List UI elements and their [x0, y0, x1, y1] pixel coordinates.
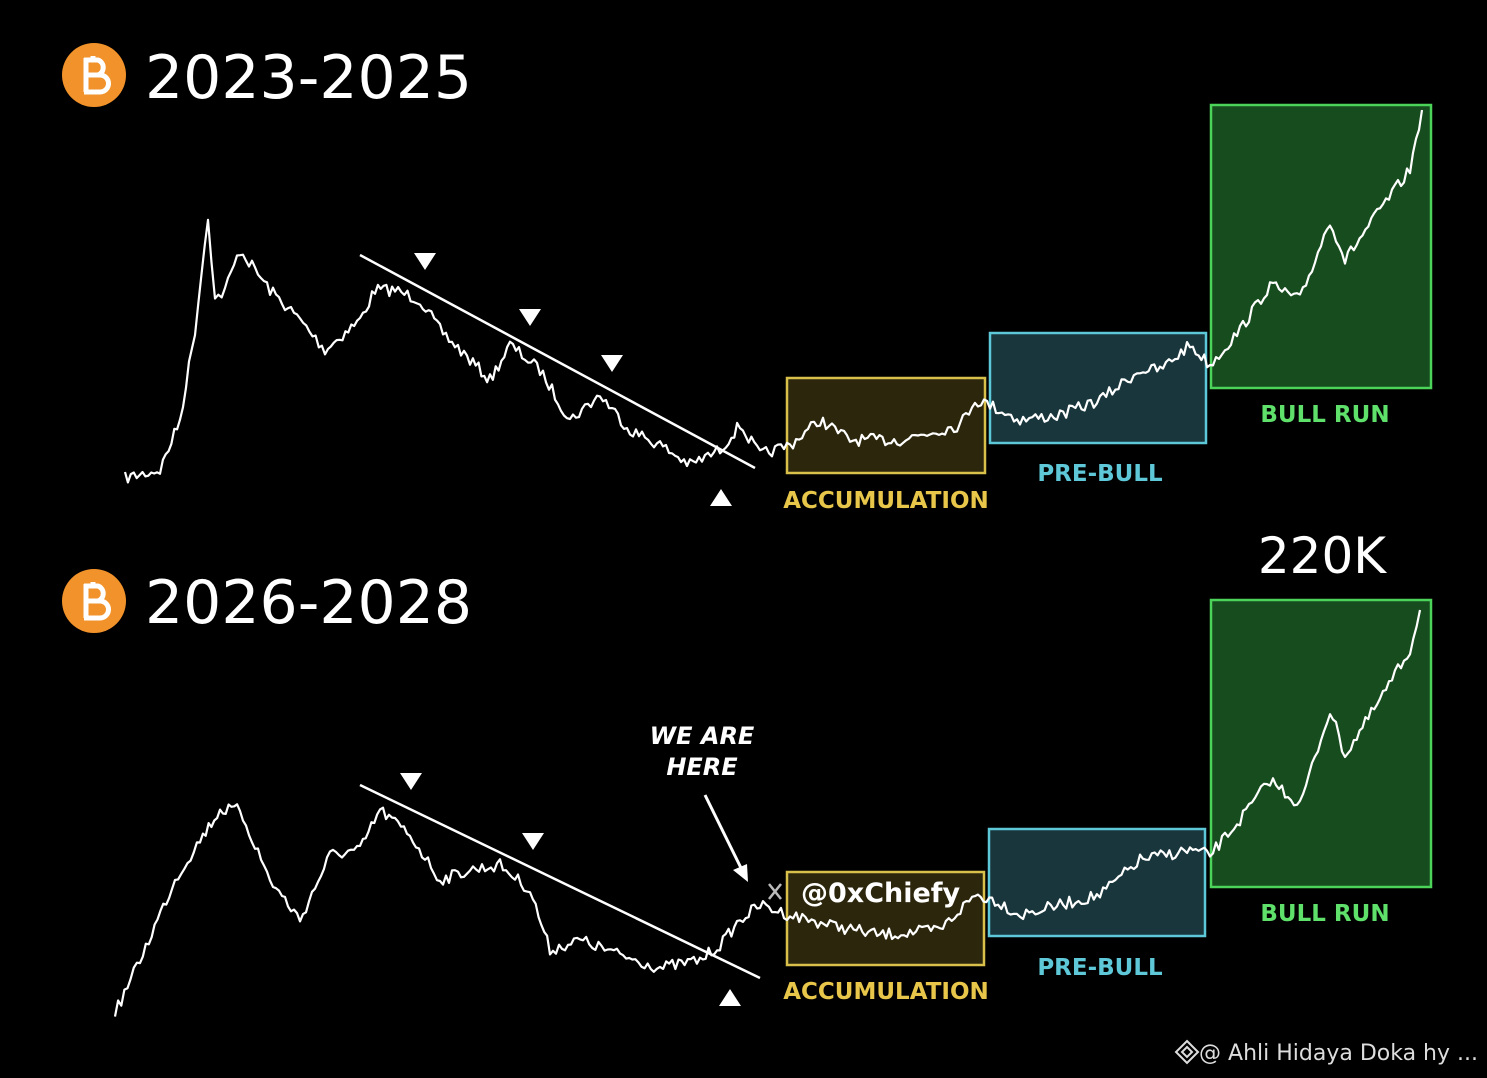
panel: 2023-2025 ACCUMULATION PRE-BULL BULL RUN: [62, 43, 1433, 514]
annotation: HERE: [666, 753, 738, 781]
zone-label: PRE-BULL: [1037, 461, 1163, 487]
price-line: [113, 609, 1422, 1017]
watermark-text: @ Ahli Hidaya Doka hy ...: [1199, 1041, 1478, 1066]
price-line: [123, 109, 1424, 484]
accumulation-zone: [785, 870, 986, 967]
markers: [400, 773, 741, 1006]
zone-label: PRE-BULL: [1037, 955, 1163, 981]
target-label: 220K: [1258, 527, 1387, 585]
trend-line: [359, 783, 761, 980]
zone-label: ACCUMULATION: [783, 979, 989, 1005]
panel-title: 2023-2025: [145, 43, 472, 113]
watermark: @ Ahli Hidaya Doka hy ...: [1174, 1039, 1478, 1066]
zone-label: ACCUMULATION: [783, 488, 989, 514]
annotation: WE ARE: [650, 722, 755, 750]
panel-title: 2026-2028: [145, 568, 472, 638]
arrow: [703, 794, 748, 882]
pre-bull-zone: [987, 827, 1207, 938]
handle: @0xChiefy: [801, 878, 961, 909]
trend-line: [359, 253, 756, 470]
zone-label: BULL RUN: [1260, 402, 1389, 428]
x-logo: [768, 883, 782, 900]
markers: [414, 253, 732, 506]
panel: 2026-2028 220K ACCUMULATION PRE-BULL BUL…: [62, 527, 1433, 1017]
pre-bull-zone: [988, 331, 1208, 445]
zone-label: BULL RUN: [1260, 901, 1389, 927]
bitcoin-icon: [62, 569, 126, 633]
bitcoin-icon: [62, 43, 126, 107]
